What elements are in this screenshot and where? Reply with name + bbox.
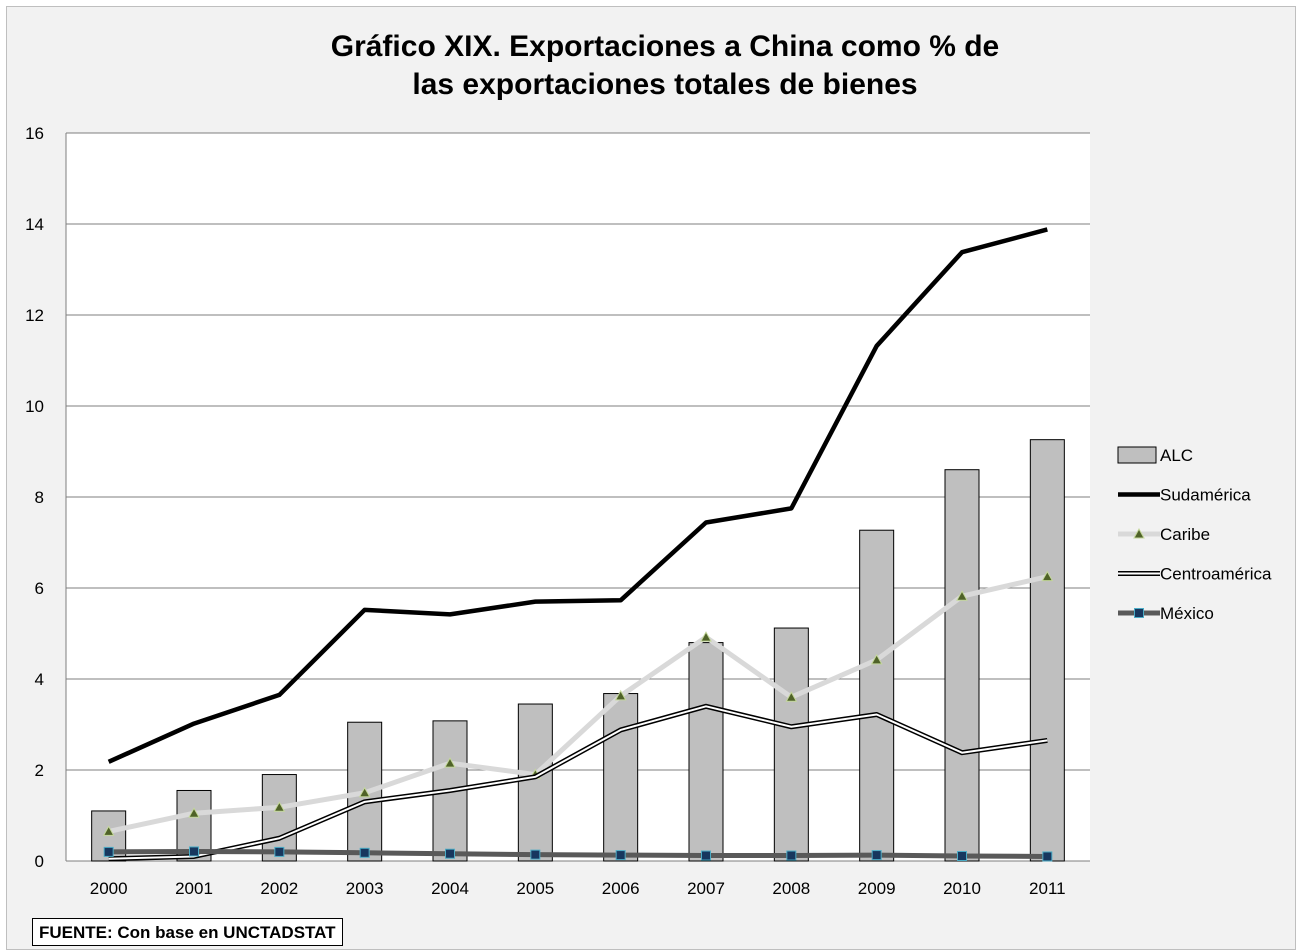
marker-caribe <box>956 590 968 601</box>
legend-label: ALC <box>1160 446 1193 465</box>
y-tick-label: 6 <box>35 579 44 598</box>
x-tick-label: 2003 <box>346 879 384 898</box>
marker-mexico <box>1042 851 1053 862</box>
x-tick-label: 2009 <box>858 879 896 898</box>
bar-alc <box>688 642 724 862</box>
y-tick-label: 2 <box>35 761 44 780</box>
marker-caribe <box>614 689 627 701</box>
marker-caribe <box>188 807 200 818</box>
marker-caribe <box>273 801 286 812</box>
legend-label: Caribe <box>1160 525 1210 544</box>
y-tick-label: 4 <box>35 670 44 689</box>
x-tick-label: 2006 <box>602 879 640 898</box>
line-sudamerica <box>107 227 1048 764</box>
series-Centroamérica <box>108 703 1048 862</box>
legend-swatch <box>1117 446 1157 464</box>
bar-alc <box>603 693 639 862</box>
bar-alc <box>517 703 553 862</box>
legend: ALC Sudamérica Caribe Centroamérica México <box>1117 446 1272 623</box>
legend-item: Caribe <box>1118 525 1210 544</box>
legend-item: Centroamérica <box>1118 565 1272 584</box>
x-tick-label: 2008 <box>772 879 810 898</box>
marker-mexico <box>359 847 370 858</box>
y-tick-label: 8 <box>35 488 44 507</box>
x-tick-label: 2001 <box>175 879 213 898</box>
source-note: FUENTE: Con base en UNCTADSTAT <box>32 918 343 946</box>
x-tick-label: 2005 <box>516 879 554 898</box>
legend-label: México <box>1160 604 1214 623</box>
legend-label: Centroamérica <box>1160 565 1272 584</box>
x-tick-label: 2000 <box>90 879 128 898</box>
chart-title-line-2: las exportaciones totales de bienes <box>412 68 918 101</box>
marker-caribe <box>102 825 115 836</box>
marker-mexico <box>189 846 199 857</box>
marker-caribe <box>870 653 883 665</box>
marker-caribe <box>444 757 456 768</box>
marker-mexico <box>957 850 967 861</box>
bar-alc <box>261 774 297 862</box>
line-caribe <box>108 574 1048 834</box>
x-tick-label: 2004 <box>431 879 469 898</box>
line-mexico <box>108 848 1048 859</box>
marker-mexico <box>871 850 882 861</box>
gridlines <box>66 132 1090 771</box>
x-tick-label: 2011 <box>1029 879 1066 898</box>
x-tick-label: 2010 <box>943 879 981 898</box>
bar-alc <box>944 469 980 862</box>
marker-caribe <box>1041 570 1054 582</box>
marker-caribe <box>358 786 371 798</box>
y-tick-label: 0 <box>35 852 44 871</box>
y-tick-label: 12 <box>25 306 44 325</box>
series-Sudamérica <box>107 227 1048 764</box>
bar-alc <box>859 529 895 862</box>
x-tick-label: 2002 <box>260 879 298 898</box>
chart-title: Gráfico XIX. Exportaciones a China como … <box>0 28 1298 104</box>
y-tick-label: 16 <box>25 124 44 143</box>
legend-item: México <box>1118 604 1214 623</box>
marker-mexico <box>274 846 285 857</box>
marker-caribe <box>700 631 712 642</box>
marker-mexico <box>786 850 797 861</box>
marker-mexico <box>445 848 455 859</box>
y-tick-label: 10 <box>25 397 44 416</box>
series-México <box>103 846 1053 862</box>
legend-item: Sudamérica <box>1118 486 1251 505</box>
legend-marker <box>1134 608 1144 618</box>
line-centroamerica-inner <box>108 705 1048 860</box>
marker-mexico <box>701 850 711 861</box>
bar-alc <box>1029 439 1065 862</box>
legend-label: Sudamérica <box>1160 486 1251 505</box>
chart-title-line-1: Gráfico XIX. Exportaciones a China como … <box>330 30 1000 63</box>
legend-item: ALC <box>1117 446 1193 465</box>
marker-mexico <box>615 850 626 861</box>
marker-mexico <box>103 846 114 857</box>
marker-mexico <box>530 849 541 860</box>
bar-alc <box>773 627 809 862</box>
legend-marker <box>1133 527 1145 539</box>
y-tick-label: 14 <box>25 215 44 234</box>
marker-caribe <box>785 691 798 702</box>
x-tick-label: 2007 <box>687 879 725 898</box>
